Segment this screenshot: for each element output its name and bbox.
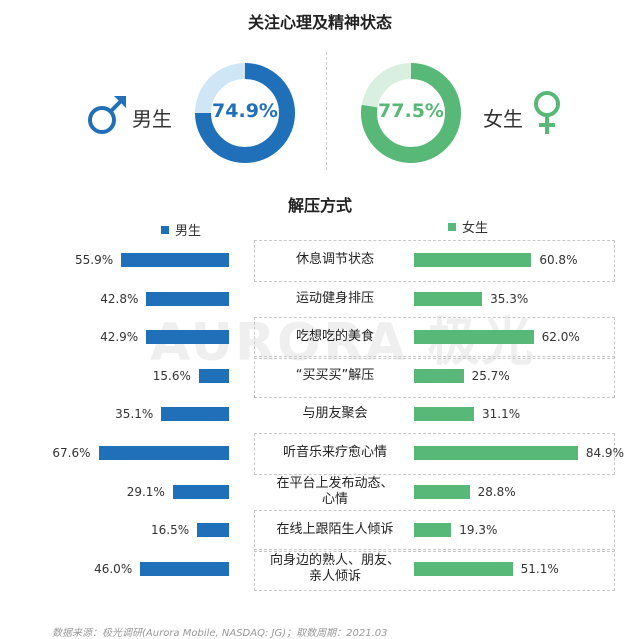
male-bar: [98, 446, 229, 460]
male-bar: [146, 291, 229, 306]
female-donut-value: 77.5%: [378, 100, 444, 122]
category-label: 听音乐来疗愈心情: [240, 445, 430, 461]
category-label-line: 听音乐来疗愈心情: [282, 445, 387, 460]
category-label: 在平台上发布动态、 心情: [240, 476, 430, 508]
category-label: 与朋友聚会: [240, 406, 430, 422]
male-donut-value: 74.9%: [212, 100, 278, 122]
male-bar: [140, 561, 229, 576]
category-label: “买买买”解压: [240, 368, 430, 384]
category-label-line: 吃想吃的美食: [295, 329, 374, 345]
category-label-line: 在平台上发布动态、: [276, 475, 394, 491]
male-value-label: 42.8%: [100, 291, 139, 306]
bar-section-title: 解压方式: [287, 196, 352, 215]
male-value-label: 55.9%: [74, 253, 114, 267]
male-value-label: 35.1%: [115, 407, 154, 422]
category-label-line: 休息调节状态: [295, 252, 374, 267]
female-bar: [414, 253, 532, 267]
category-dashed-box: [254, 355, 615, 398]
male-bar: [161, 407, 229, 422]
category-label-line: “买买买”解压: [295, 367, 375, 383]
male-bar: [198, 368, 229, 383]
category-label-line: 在线上跟陌生人倾诉: [276, 522, 394, 538]
female-value-label: 62.0%: [541, 330, 580, 345]
category-label-line: 运动健身排压: [295, 290, 374, 306]
category-dashed-box: [254, 317, 615, 360]
male-value-label: 29.1%: [126, 484, 165, 499]
male-value-label: 67.6%: [52, 446, 91, 460]
female-bar: [414, 407, 475, 422]
male-label: 男生: [132, 107, 172, 131]
category-label: 吃想吃的美食: [240, 329, 430, 345]
female-bar: [414, 561, 513, 576]
female-value-label: 28.8%: [477, 484, 516, 499]
female-bar: [414, 330, 534, 345]
female-value-label: 31.1%: [482, 407, 521, 422]
category-label: 运动健身排压: [240, 291, 430, 307]
female-bar: [414, 523, 452, 538]
category-dashed-box: [254, 548, 615, 591]
category-label: 休息调节状态: [240, 252, 430, 268]
male-bar: [121, 253, 229, 267]
female-bar: [414, 446, 578, 460]
female-bar: [414, 291, 483, 306]
category-label-line: 与朋友聚会: [302, 406, 368, 422]
female-value-label: 35.3%: [490, 291, 529, 306]
male-bar: [146, 330, 229, 345]
donut-section-title: 关注心理及精神状态: [247, 13, 392, 32]
legend-male: 男生: [161, 220, 201, 239]
category-label-line: 心情: [321, 491, 348, 507]
legend-male-swatch: [161, 225, 169, 234]
category-label: 在线上跟陌生人倾诉: [240, 522, 430, 538]
category-dashed-box: [254, 433, 615, 475]
male-symbol-icon: [88, 96, 126, 134]
legend-female: 女生: [448, 217, 488, 236]
male-donut-arc: [195, 63, 295, 163]
legend-male-label: 男生: [175, 224, 202, 239]
female-value-label: 60.8%: [539, 253, 578, 267]
female-symbol-icon: [534, 91, 560, 134]
legend-female-label: 女生: [462, 221, 489, 236]
female-bar: [414, 368, 464, 383]
female-label: 女生: [483, 107, 523, 131]
section-divider: [326, 52, 327, 170]
category-label-line: 亲人倾诉: [308, 568, 361, 584]
female-value-label: 25.7%: [471, 368, 510, 383]
female-value-label: 19.3%: [459, 523, 498, 538]
data-source-footer: 数据来源：极光调研(Aurora Mobile, NASDAQ: JG)；取数周…: [52, 628, 388, 639]
female-value-label: 84.9%: [585, 446, 624, 460]
male-bar: [197, 523, 229, 538]
male-value-label: 42.9%: [100, 330, 139, 345]
category-dashed-box: [254, 240, 615, 282]
female-donut-chart: [361, 63, 461, 163]
female-value-label: 51.1%: [520, 561, 559, 576]
male-value-label: 46.0%: [94, 561, 133, 576]
male-donut-chart: [195, 63, 295, 163]
legend-female-swatch: [448, 222, 456, 231]
category-label: 向身边的熟人、朋友、 亲人倾诉: [240, 553, 430, 585]
female-donut-arc: [361, 63, 461, 163]
category-dashed-box: [254, 510, 615, 553]
male-value-label: 15.6%: [152, 368, 191, 383]
category-label-line: 向身边的熟人、朋友、: [269, 552, 400, 568]
female-bar: [414, 484, 470, 499]
male-bar: [172, 484, 229, 499]
male-value-label: 16.5%: [151, 523, 190, 538]
